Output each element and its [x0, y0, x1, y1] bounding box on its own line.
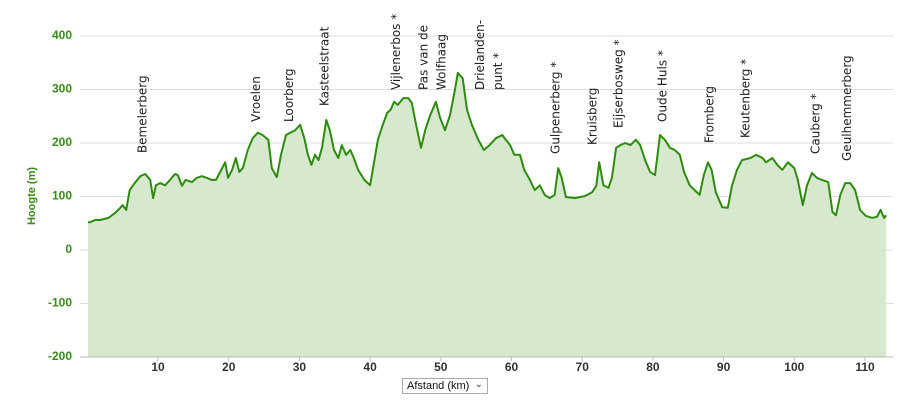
chevron: ⌄: [474, 379, 483, 390]
x-tick-label: 90: [717, 360, 731, 374]
climb-label: Vroelen: [249, 76, 263, 122]
x-tick-label: 100: [784, 360, 804, 374]
x-axis-selector[interactable]: Afstand (km) ⌄: [402, 378, 488, 394]
climb-label: Geulhemmerberg: [840, 55, 854, 161]
y-tick-label: -100: [48, 296, 72, 310]
y-tick-label: 400: [52, 28, 72, 42]
x-tick-label: 70: [576, 360, 590, 374]
y-tick-label: -200: [48, 349, 72, 363]
climb-label: Kruisberg: [585, 88, 599, 145]
climb-label: Keutenberg *: [739, 59, 753, 138]
climb-label: Cauberg *: [809, 93, 823, 154]
y-tick-label: 300: [52, 82, 72, 96]
x-tick-label: 10: [151, 360, 165, 374]
x-tick-label: 80: [646, 360, 660, 374]
y-axis-title: Hoogte (m): [26, 167, 38, 225]
climb-label: Kasteelstraat: [317, 26, 331, 106]
y-tick-label: 200: [52, 135, 72, 149]
climb-label: Fromberg: [703, 86, 717, 143]
elevation-line: [88, 71, 887, 224]
x-tick-label: 20: [222, 360, 236, 374]
climb-label: Wolfhaag: [435, 34, 449, 90]
x-tick-label: 110: [855, 360, 875, 374]
x-tick-label: 30: [293, 360, 307, 374]
climb-label: Gulpenerberg *: [549, 62, 563, 154]
y-tick-label: 100: [52, 189, 72, 203]
climb-label: Pas van de: [417, 25, 431, 90]
x-tick-label: 40: [363, 360, 377, 374]
climb-label: Oude Huls *: [655, 50, 669, 122]
climb-label: Loorberg: [282, 69, 296, 122]
y-tick-label: 0: [65, 242, 72, 256]
climb-label: Vijlenerbos *: [389, 14, 403, 90]
climb-label: Bemelerberg: [136, 75, 150, 153]
x-tick-label: 50: [434, 360, 448, 374]
area-fill: [88, 72, 887, 358]
climb-label: Eijserbosweg *: [612, 39, 626, 128]
climb-label: Drielanden-: [473, 20, 487, 90]
selector-text: Afstand (km): [407, 380, 470, 392]
x-tick-label: 60: [505, 360, 519, 374]
climb-label: punt *: [491, 53, 505, 90]
